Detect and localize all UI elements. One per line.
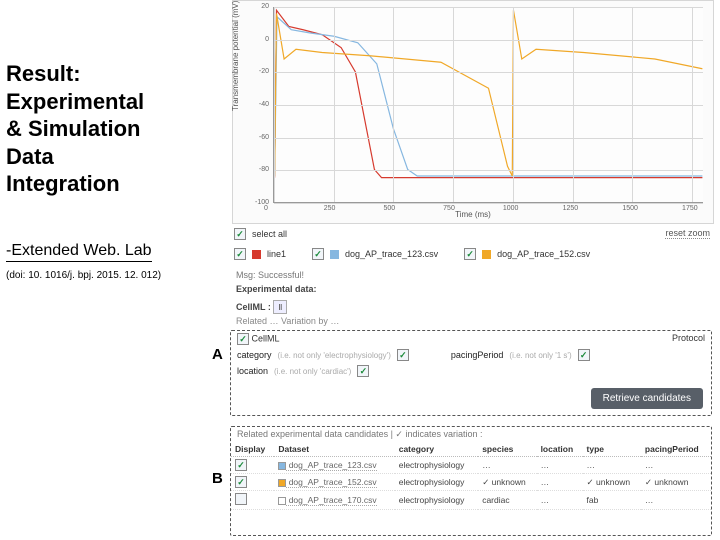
panel-a-cellml-checkbox[interactable] bbox=[237, 333, 249, 345]
col-location: location bbox=[537, 442, 583, 457]
legend-checkbox[interactable] bbox=[312, 248, 324, 260]
legend-row: line1 dog_AP_trace_123.csv dog_AP_trace_15… bbox=[234, 248, 704, 260]
chart-ylabel: Transmembrane potential (mV) bbox=[231, 1, 240, 111]
panel-b-head: Related experimental data candidates | ✓… bbox=[231, 427, 711, 442]
ytick: -80 bbox=[259, 166, 269, 173]
display-checkbox[interactable] bbox=[235, 459, 247, 471]
display-checkbox[interactable] bbox=[235, 476, 247, 488]
panel-b: Related experimental data candidates | ✓… bbox=[230, 426, 712, 536]
cell-species: cardiac bbox=[478, 491, 536, 510]
cell-pacing: ✓ unknown bbox=[641, 474, 711, 491]
page-title: Result: Experimental & Simulation Data I… bbox=[6, 60, 216, 198]
protocol-label: Protocol bbox=[672, 333, 705, 343]
ytick: -60 bbox=[259, 134, 269, 141]
legend-checkbox[interactable] bbox=[234, 248, 246, 260]
legend-swatch bbox=[482, 250, 491, 259]
reset-zoom-link[interactable]: reset zoom bbox=[665, 228, 710, 239]
legend-label: dog_AP_trace_123.csv bbox=[345, 249, 438, 259]
legend-swatch bbox=[330, 250, 339, 259]
series-dog_AP_trace_152.csv bbox=[275, 10, 703, 176]
ytick: -40 bbox=[259, 101, 269, 108]
related-label: Related … Variation by … bbox=[236, 316, 339, 326]
pacing-key: pacingPeriod bbox=[451, 350, 504, 360]
xtick: 500 bbox=[383, 205, 395, 212]
pacing-hint: (i.e. not only '1 s') bbox=[509, 351, 571, 360]
xtick: 0 bbox=[264, 205, 268, 212]
legend-label: line1 bbox=[267, 249, 286, 259]
xtick: 250 bbox=[324, 205, 336, 212]
category-checkbox[interactable] bbox=[397, 349, 409, 361]
table-row: dog_AP_trace_170.csv electrophysiologycar… bbox=[231, 491, 711, 510]
xtick: 1000 bbox=[503, 205, 519, 212]
select-all-checkbox[interactable] bbox=[234, 228, 246, 240]
table-row: dog_AP_trace_123.csvelectrophysiology………… bbox=[231, 457, 711, 474]
xtick: 1750 bbox=[682, 205, 698, 212]
cell-location: … bbox=[537, 491, 583, 510]
doi-text: (doi: 10. 1016/j. bpj. 2015. 12. 012) bbox=[6, 270, 216, 281]
legend-checkbox[interactable] bbox=[464, 248, 476, 260]
subtitle: -Extended Web. Lab bbox=[6, 242, 152, 262]
chart-xlabel: Time (ms) bbox=[455, 210, 491, 219]
xtick: 1500 bbox=[622, 205, 638, 212]
cellml-label: CellML : ‖ bbox=[236, 300, 287, 314]
cell-pacing: … bbox=[641, 491, 711, 510]
location-key: location bbox=[237, 366, 268, 376]
cell-location: … bbox=[537, 457, 583, 474]
cell-location: … bbox=[537, 474, 583, 491]
cell-species: … bbox=[478, 457, 536, 474]
location-hint: (i.e. not only 'cardiac') bbox=[274, 367, 351, 376]
ytick: 0 bbox=[265, 36, 269, 43]
location-checkbox[interactable] bbox=[357, 365, 369, 377]
legend-label: dog_AP_trace_152.csv bbox=[497, 249, 590, 259]
col-dataset: Dataset bbox=[274, 442, 394, 457]
cell-species: ✓ unknown bbox=[478, 474, 536, 491]
series-line1 bbox=[275, 10, 703, 177]
status-message: Msg: Successful! bbox=[236, 270, 304, 280]
pacing-checkbox[interactable] bbox=[578, 349, 590, 361]
cell-type: … bbox=[583, 457, 641, 474]
xtick: 750 bbox=[443, 205, 455, 212]
col-pacingperiod: pacingPeriod bbox=[641, 442, 711, 457]
retrieve-button[interactable]: Retrieve candidates bbox=[591, 388, 703, 409]
cell-category: electrophysiology bbox=[395, 491, 478, 510]
col-category: category bbox=[395, 442, 478, 457]
category-key: category bbox=[237, 350, 272, 360]
dataset-link[interactable]: dog_AP_trace_170.csv bbox=[286, 495, 376, 506]
cell-pacing: … bbox=[641, 457, 711, 474]
legend-swatch bbox=[252, 250, 261, 259]
col-species: species bbox=[478, 442, 536, 457]
xtick: 1250 bbox=[563, 205, 579, 212]
ytick: -20 bbox=[259, 68, 269, 75]
panel-a: CellML Protocol category (i.e. not only … bbox=[230, 330, 712, 416]
dataset-link[interactable]: dog_AP_trace_152.csv bbox=[286, 477, 376, 488]
ytick: 20 bbox=[261, 3, 269, 10]
exp-data-label: Experimental data: bbox=[236, 284, 317, 294]
col-display: Display bbox=[231, 442, 274, 457]
display-checkbox[interactable] bbox=[235, 493, 247, 505]
category-hint: (i.e. not only 'electrophysiology') bbox=[278, 351, 391, 360]
cell-type: fab bbox=[583, 491, 641, 510]
ap-chart: Transmembrane potential (mV) -100-80-60-… bbox=[232, 0, 714, 224]
cell-category: electrophysiology bbox=[395, 457, 478, 474]
table-row: dog_AP_trace_152.csvelectrophysiology✓ u… bbox=[231, 474, 711, 491]
panel-b-label: B bbox=[212, 470, 223, 487]
panel-a-label: A bbox=[212, 346, 223, 363]
plot-area[interactable]: -100-80-60-40-20020025050075010001250150… bbox=[273, 7, 703, 203]
dataset-link[interactable]: dog_AP_trace_123.csv bbox=[286, 460, 376, 471]
select-all-label: select all bbox=[252, 229, 287, 239]
cell-type: ✓ unknown bbox=[583, 474, 641, 491]
cellml-badge: ‖ bbox=[273, 300, 287, 314]
candidates-table: DisplayDatasetcategoryspecieslocationtyp… bbox=[231, 442, 711, 510]
col-type: type bbox=[583, 442, 641, 457]
cell-category: electrophysiology bbox=[395, 474, 478, 491]
panel-a-head: CellML bbox=[252, 333, 280, 343]
